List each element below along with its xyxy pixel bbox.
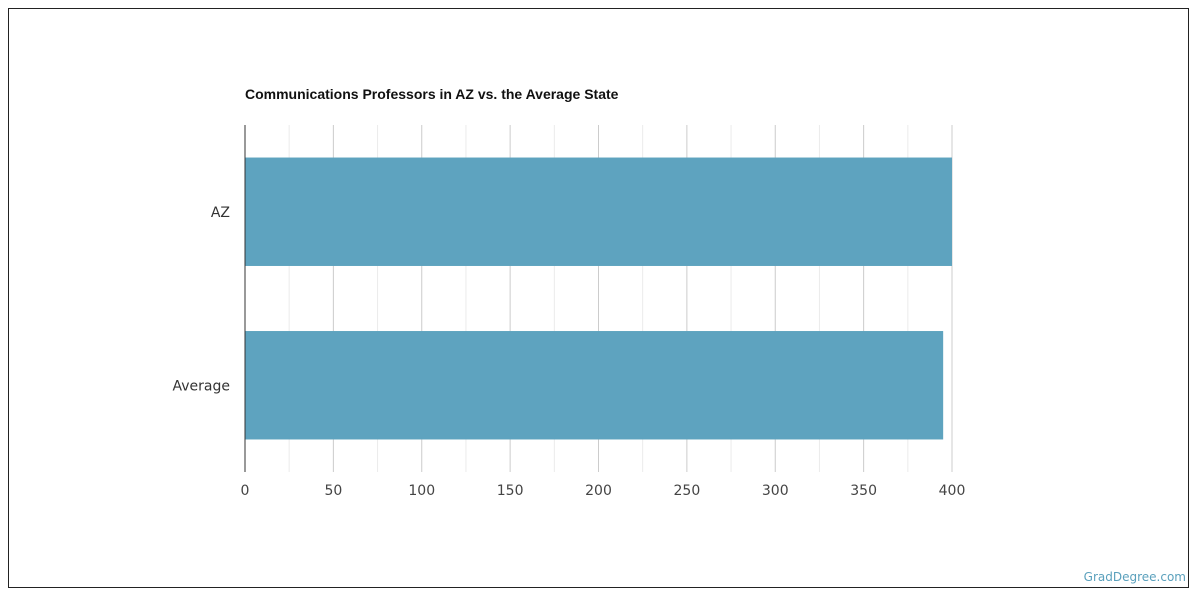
x-tick-label: 350 — [850, 483, 877, 499]
bars — [245, 157, 952, 440]
category-label: Average — [173, 378, 231, 394]
x-tick-label: 0 — [241, 483, 250, 499]
x-tick-label: 300 — [762, 483, 789, 499]
x-tick-label: 100 — [408, 483, 435, 499]
chart-title: Communications Professors in AZ vs. the … — [245, 86, 619, 102]
bar-az — [245, 157, 952, 266]
watermark: GradDegree.com — [1083, 570, 1186, 584]
x-tick-labels: 0 50 100 150 200 250 300 350 400 — [241, 483, 966, 499]
x-tick-label: 200 — [585, 483, 612, 499]
category-labels: AZ Average — [173, 205, 231, 395]
category-label: AZ — [211, 205, 230, 221]
bar-average — [245, 331, 944, 440]
x-tick-label: 150 — [497, 483, 524, 499]
x-tick-label: 250 — [674, 483, 701, 499]
x-tick-label: 50 — [324, 483, 342, 499]
x-tick-label: 400 — [939, 483, 966, 499]
